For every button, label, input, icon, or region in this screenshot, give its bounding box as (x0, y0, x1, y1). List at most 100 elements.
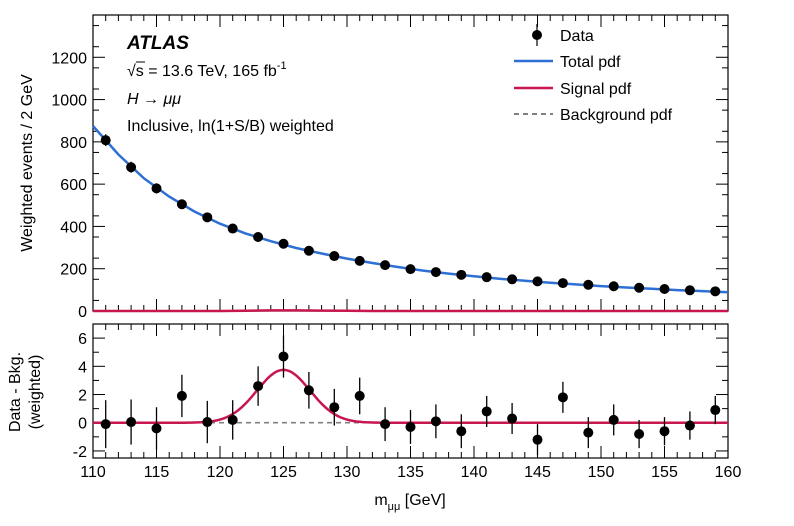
ratio-data-point (380, 419, 391, 430)
main-data-point (481, 272, 492, 283)
ratio-y-tick-label: -2 (73, 444, 87, 461)
legend-data-marker (532, 30, 542, 40)
ratio-data-point (303, 385, 314, 396)
ratio-data-point (557, 392, 568, 403)
process-label: H → μμ (127, 91, 181, 108)
selection-label: Inclusive, ln(1+S/B) weighted (127, 118, 334, 135)
ratio-data-points (100, 335, 721, 456)
main-data-point (253, 232, 264, 242)
ratio-y-axis: -2 0 2 4 6 (73, 323, 728, 461)
main-y-tick-label: 600 (60, 177, 87, 194)
main-y-axis-label: Weighted events / 2 GeV (19, 74, 36, 252)
ratio-data-point (608, 414, 619, 425)
x-tick-label: 120 (207, 464, 234, 481)
ratio-data-point (329, 402, 340, 413)
legend-label-background: Background pdf (560, 107, 673, 124)
ratio-data-point (253, 381, 264, 392)
main-y-tick-label: 800 (60, 135, 87, 152)
ratio-data-point (151, 423, 162, 434)
ratio-data-point (507, 413, 518, 424)
main-data-point (405, 264, 416, 275)
ratio-y-axis-label-line1: Data - Bkg. (7, 352, 24, 432)
ratio-y-tick-label: 6 (78, 331, 87, 348)
legend-entry-total: Total pdf (514, 54, 621, 71)
x-tick-label: 150 (588, 464, 615, 481)
ratio-data-point (710, 405, 721, 416)
x-tick-label: 115 (144, 464, 170, 481)
legend-entry-background: Background pdf (514, 107, 673, 124)
ratio-data-point (634, 429, 645, 440)
ratio-data-point (100, 419, 111, 430)
energy-label-superscript: -1 (277, 60, 287, 72)
main-data-point (354, 255, 365, 266)
main-data-point (176, 199, 187, 210)
main-data-point (456, 269, 467, 280)
legend-entry-data: Data (532, 24, 594, 46)
main-panel: 0 200 400 600 800 1000 1200 Weighted events / … (19, 14, 729, 321)
ratio-data-point (176, 390, 187, 401)
atlas-label: ATLAS (126, 33, 189, 54)
ratio-y-tick-label: 4 (78, 359, 87, 376)
main-data-point (151, 183, 162, 194)
main-y-tick-label: 1000 (51, 93, 87, 110)
main-data-point (532, 276, 543, 287)
main-data-point (684, 285, 695, 296)
main-data-point (634, 282, 645, 293)
main-data-point (303, 245, 314, 256)
legend-label-signal: Signal pdf (560, 81, 632, 98)
x-tick-label: 110 (80, 464, 106, 481)
main-data-point (583, 279, 594, 290)
legend-label-total: Total pdf (560, 54, 621, 71)
ratio-data-point (532, 434, 543, 445)
ratio-data-point (659, 426, 670, 437)
ratio-y-tick-label: 0 (78, 416, 87, 433)
main-data-point (202, 212, 213, 223)
main-data-point (557, 278, 568, 289)
ratio-data-point (405, 421, 416, 432)
ratio-data-point (684, 420, 695, 431)
ratio-panel: -2 0 2 4 6 110 115 120 125 130 135 140 145 150 155 160… (7, 323, 741, 513)
ratio-y-tick-label: 2 (78, 388, 87, 405)
x-axis-label: mμμ [GeV] (374, 492, 445, 513)
x-tick-label: 145 (524, 464, 551, 481)
x-axis-label-subscript: μμ (388, 501, 401, 513)
main-data-point (278, 238, 289, 249)
ratio-data-point (430, 416, 441, 427)
main-data-point (126, 162, 137, 173)
x-tick-label: 135 (397, 464, 424, 481)
legend: Data Total pdf Signal pdf Background pdf (514, 24, 673, 124)
ratio-x-axis: 110 115 120 125 130 135 140 145 150 155 160 (80, 324, 741, 481)
x-tick-label: 160 (715, 464, 742, 481)
ratio-data-point (354, 390, 365, 401)
ratio-data-point (202, 417, 213, 428)
ratio-data-point (278, 351, 289, 362)
main-data-point (659, 284, 670, 295)
main-y-tick-label: 400 (60, 219, 87, 236)
x-tick-label: 130 (334, 464, 361, 481)
ratio-data-point (583, 427, 594, 438)
x-tick-label: 125 (270, 464, 297, 481)
main-curves (92, 125, 729, 313)
main-data-point (608, 281, 619, 292)
x-tick-label: 155 (651, 464, 678, 481)
main-data-point (430, 267, 441, 278)
main-y-tick-label: 0 (78, 304, 87, 321)
main-data-point (100, 135, 111, 146)
legend-label-data: Data (560, 28, 594, 45)
main-data-point (329, 251, 340, 262)
main-data-point (227, 223, 238, 234)
main-data-point (507, 274, 518, 285)
main-y-axis: 0 200 400 600 800 1000 1200 (51, 25, 728, 321)
energy-label: √s = 13.6 TeV, 165 fb-1 (127, 60, 287, 80)
main-data-points (100, 134, 721, 297)
main-data-point (710, 286, 721, 297)
x-tick-label: 140 (461, 464, 488, 481)
main-data-point (380, 260, 391, 271)
ratio-data-point (126, 417, 137, 428)
main-y-tick-label: 1200 (51, 50, 87, 67)
main-y-tick-label: 200 (60, 262, 87, 279)
ratio-data-point (456, 426, 467, 437)
ratio-y-axis-label-line2: (weighted) (27, 355, 44, 430)
ratio-data-point (227, 414, 238, 425)
